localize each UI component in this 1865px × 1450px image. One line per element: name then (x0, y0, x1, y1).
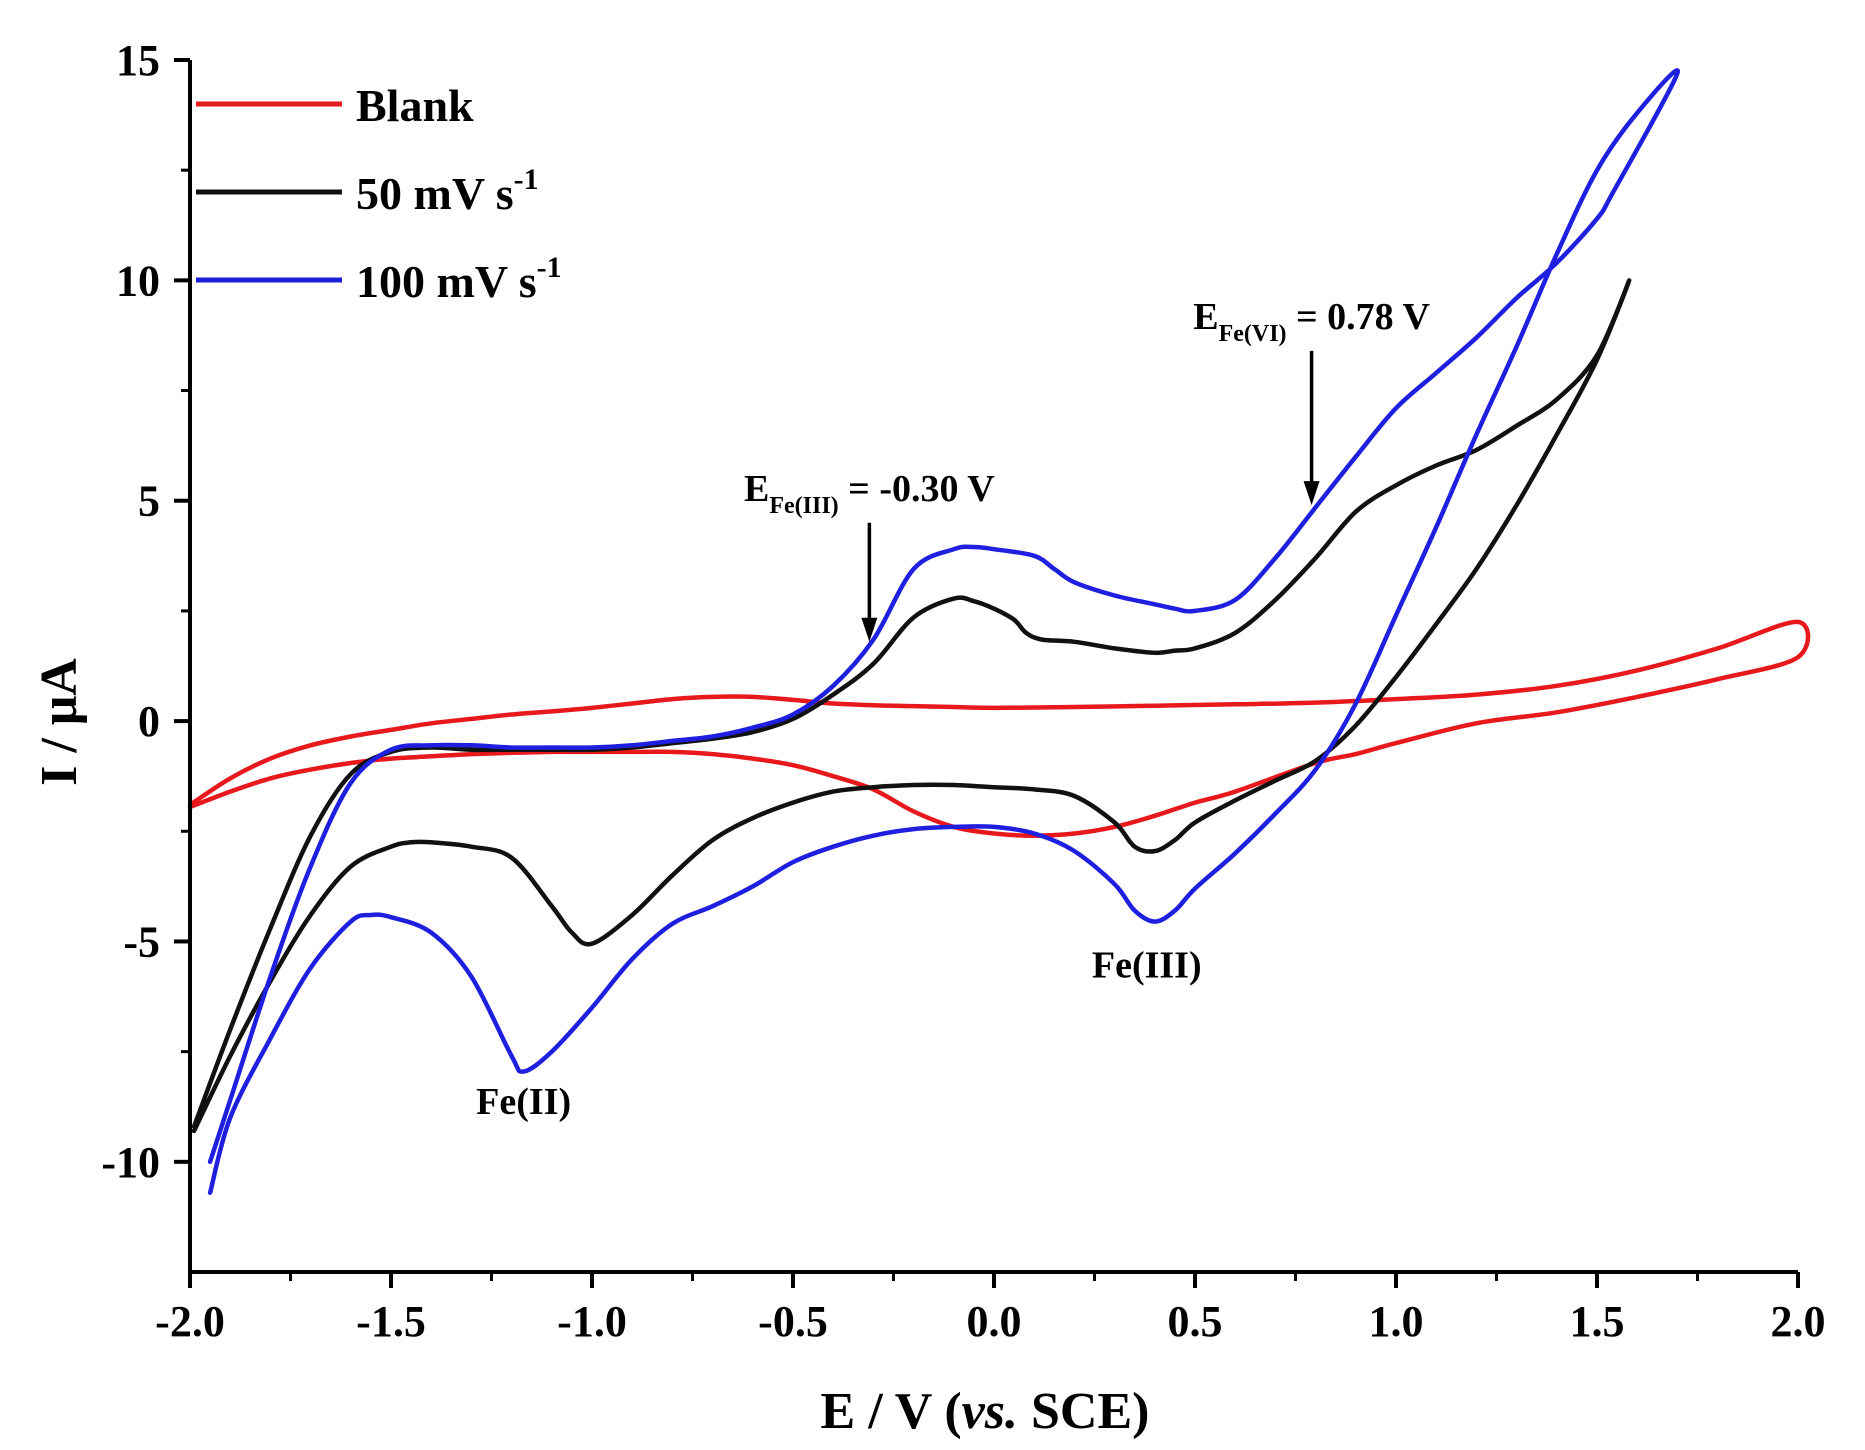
x-tick-label: 0.5 (1168, 1297, 1223, 1346)
y-tick-label: 0 (138, 697, 160, 746)
y-tick-label: 10 (116, 256, 160, 305)
annotation-potential-label: EFe(VI) = 0.78 V (1193, 296, 1430, 347)
axes-layer (188, 60, 1798, 1274)
legend-label-2: 100 mV s-1 (356, 251, 562, 307)
ticks-layer: -2.0 -1.5 -1.0 -0.5 0.0 0.5 1.0 1.5 2.0 -10 -5 0 5 10… (101, 36, 1825, 1346)
annotations: EFe(III) = -0.30 V EFe(VI) = 0.78 V Fe(III… (476, 296, 1430, 1123)
annotation-peak-label: Fe(III) (1092, 944, 1202, 986)
x-tick-label: -0.5 (758, 1297, 828, 1346)
x-tick-label: 0.0 (967, 1297, 1022, 1346)
series-line-2 (207, 68, 1680, 1195)
y-axis-title: I / μA (31, 658, 88, 786)
annotation-potential-label: EFe(III) = -0.30 V (744, 468, 995, 519)
legend: Blank 50 mV s-1 100 mV s-1 (196, 80, 562, 307)
series-line-0 (187, 619, 1811, 838)
annotation-arrow-head (861, 617, 878, 642)
x-tick-label: -1.0 (557, 1297, 627, 1346)
x-tick-label: 1.5 (1570, 1297, 1625, 1346)
x-tick-label: -2.0 (155, 1297, 225, 1346)
x-tick-label: -1.5 (356, 1297, 426, 1346)
y-tick-label: -5 (123, 917, 160, 966)
annotation-arrow-head (1303, 481, 1320, 506)
legend-label-0: Blank (356, 80, 474, 131)
x-tick-label: 2.0 (1771, 1297, 1826, 1346)
y-tick-label: -10 (101, 1138, 160, 1187)
series-layer (187, 68, 1811, 1195)
x-tick-label: 1.0 (1369, 1297, 1424, 1346)
y-tick-label: 15 (116, 36, 160, 85)
y-tick-label: 5 (138, 477, 160, 526)
legend-label-1: 50 mV s-1 (356, 163, 539, 219)
annotation-peak-label: Fe(II) (476, 1081, 571, 1123)
x-axis-title: E / V (vs. SCE) (821, 1383, 1150, 1440)
